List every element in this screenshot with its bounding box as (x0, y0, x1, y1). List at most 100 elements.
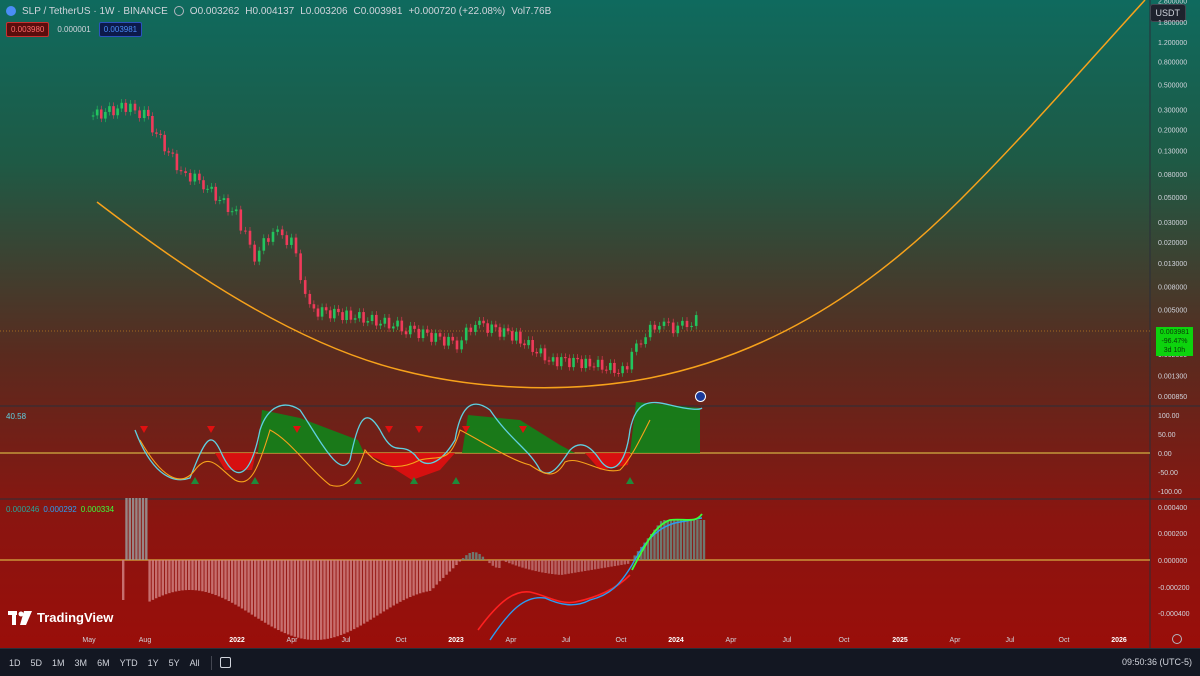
histogram-bar (290, 560, 292, 636)
histogram-bar (175, 560, 177, 591)
candle-body (460, 340, 463, 349)
visibility-icon[interactable] (174, 6, 184, 16)
macd-axis-label: -0.000400 (1158, 611, 1190, 618)
histogram-bar (323, 560, 325, 639)
candle-body (519, 332, 522, 344)
histogram-bar (492, 560, 494, 566)
histogram-bar (195, 560, 197, 590)
timeframe-button[interactable]: YTD (115, 658, 143, 668)
candle-body (231, 211, 234, 212)
histogram-bar (201, 560, 203, 591)
ohlc-open: O0.003262 (190, 6, 240, 17)
timeframe-button[interactable]: All (185, 658, 205, 668)
candle-body (654, 325, 657, 330)
histogram-bar (452, 560, 454, 568)
timeframe-button[interactable]: 3M (70, 658, 93, 668)
price-axis-label: 0.020000 (1158, 240, 1187, 247)
last-price-change: -96.47% (1156, 337, 1193, 346)
histogram-bar (234, 560, 236, 605)
timeframe-button[interactable]: 1Y (143, 658, 164, 668)
price-axis-label: 0.080000 (1158, 172, 1187, 179)
price-axis-label: 0.001300 (1158, 373, 1187, 380)
candle-body (635, 343, 638, 351)
histogram-bar (247, 560, 249, 613)
histogram-bar (465, 555, 467, 560)
time-axis-label: Oct (839, 637, 850, 644)
candle-body (417, 329, 420, 338)
candle-body (556, 357, 559, 366)
histogram-bar (601, 560, 603, 568)
event-flag-icon[interactable] (695, 391, 706, 402)
candle-body (375, 315, 378, 326)
histogram-bar (587, 560, 589, 570)
timeframe-button[interactable]: 1M (47, 658, 70, 668)
ask-badge[interactable]: 0.003981 (99, 22, 142, 37)
calendar-icon[interactable] (220, 657, 231, 668)
histogram-bar (571, 560, 573, 573)
price-axis-label: 0.013000 (1158, 261, 1187, 268)
histogram-bar (370, 560, 372, 620)
candle-body (456, 341, 459, 350)
histogram-bar (320, 560, 322, 640)
candle-body (341, 312, 344, 320)
candle-body (104, 112, 107, 119)
price-axis[interactable]: 2.8000001.8000001.2000000.8000000.500000… (1150, 0, 1200, 648)
candle-body (253, 245, 256, 262)
histogram-bar (574, 560, 576, 573)
bid-badge[interactable]: 0.003980 (6, 22, 49, 37)
histogram-bar (469, 553, 471, 560)
histogram-bar (594, 560, 596, 569)
candle-body (413, 326, 416, 329)
histogram-bar (284, 560, 286, 633)
clock[interactable]: 09:50:36 (UTC-5) (1122, 657, 1192, 667)
time-axis-label: Oct (616, 637, 627, 644)
histogram-bar (363, 560, 365, 624)
histogram-bar (558, 560, 560, 575)
candle-body (345, 311, 348, 320)
histogram-bar (406, 560, 408, 599)
symbol-title[interactable]: SLP / TetherUS · 1W · BINANCE (22, 6, 168, 17)
candle-body (304, 280, 307, 294)
histogram-bar (403, 560, 405, 600)
candle-body (605, 370, 608, 371)
candle-body (295, 238, 298, 254)
histogram-bar (604, 560, 606, 568)
candle-body (240, 209, 243, 230)
branding-text: TradingView (37, 610, 113, 625)
candle-body (388, 318, 391, 329)
price-axis-label: 1.800000 (1158, 20, 1187, 27)
oscillator-legend: 40.58 (6, 412, 26, 421)
price-chart[interactable] (0, 0, 1200, 648)
candle-body (658, 326, 661, 330)
histogram-bar (231, 560, 233, 603)
timeframe-button[interactable]: 6M (92, 658, 115, 668)
candle-body (155, 132, 158, 133)
candle-body (384, 318, 387, 324)
histogram-bar (168, 560, 170, 593)
candle-body (258, 251, 261, 262)
timeframe-button[interactable]: 5Y (164, 658, 185, 668)
candle-body (495, 325, 498, 328)
macd-axis-label: -0.000200 (1158, 585, 1190, 592)
time-axis-label: 2026 (1111, 637, 1127, 644)
histogram-bar (254, 560, 256, 617)
histogram-bar (445, 560, 447, 575)
candle-body (486, 323, 489, 333)
oscillator-axis-label: 0.00 (1158, 451, 1172, 458)
candle-body (405, 331, 408, 334)
candle-body (362, 312, 365, 323)
toolbar-divider (211, 656, 212, 670)
histogram-bar (673, 520, 675, 560)
candle-body (580, 359, 583, 368)
histogram-bar (211, 560, 213, 594)
timeframe-button[interactable]: 1D (4, 658, 26, 668)
timeframe-button[interactable]: 5D (26, 658, 48, 668)
tradingview-logo[interactable]: TradingView (8, 610, 113, 625)
settings-gear-icon[interactable] (1172, 634, 1182, 644)
histogram-bar (333, 560, 335, 637)
candle-body (194, 174, 197, 182)
histogram-bar (238, 560, 240, 607)
candle-body (617, 373, 620, 374)
histogram-bar (680, 520, 682, 560)
